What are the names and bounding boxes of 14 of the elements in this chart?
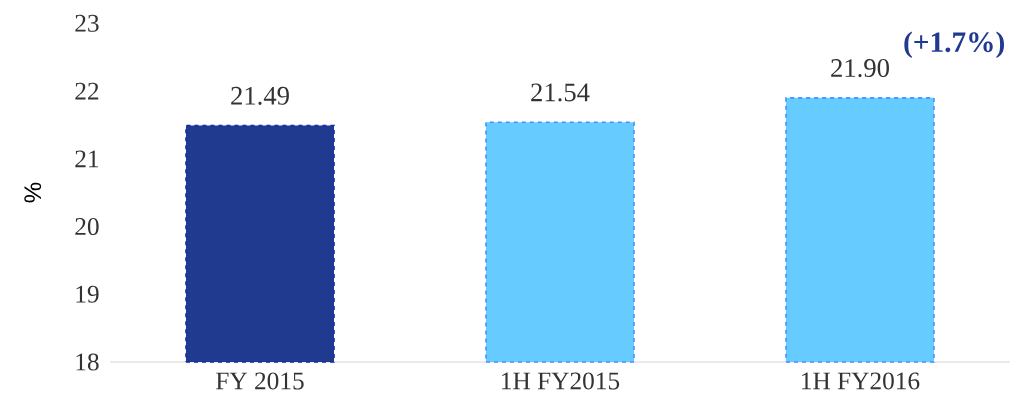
annotation: (+1.7%) <box>904 31 1004 59</box>
y-tick-label: 21 <box>75 150 99 168</box>
x-tick-label: 1H FY2015 <box>502 372 620 390</box>
x-tick-label: FY 2015 <box>216 372 304 390</box>
y-tick-label: 22 <box>75 82 99 100</box>
data-label: 21.54 <box>531 83 590 102</box>
data-label: 21.49 <box>231 86 289 105</box>
y-tick-label: 23 <box>75 14 99 32</box>
data-label: 21.90 <box>831 59 889 78</box>
y-tick-label: 20 <box>75 217 99 236</box>
x-tick-label: 1H FY2016 <box>802 372 920 390</box>
y-tick-label: 18 <box>76 353 99 371</box>
y-tick-label: 19 <box>76 285 99 303</box>
y-axis-title: % <box>24 182 42 203</box>
